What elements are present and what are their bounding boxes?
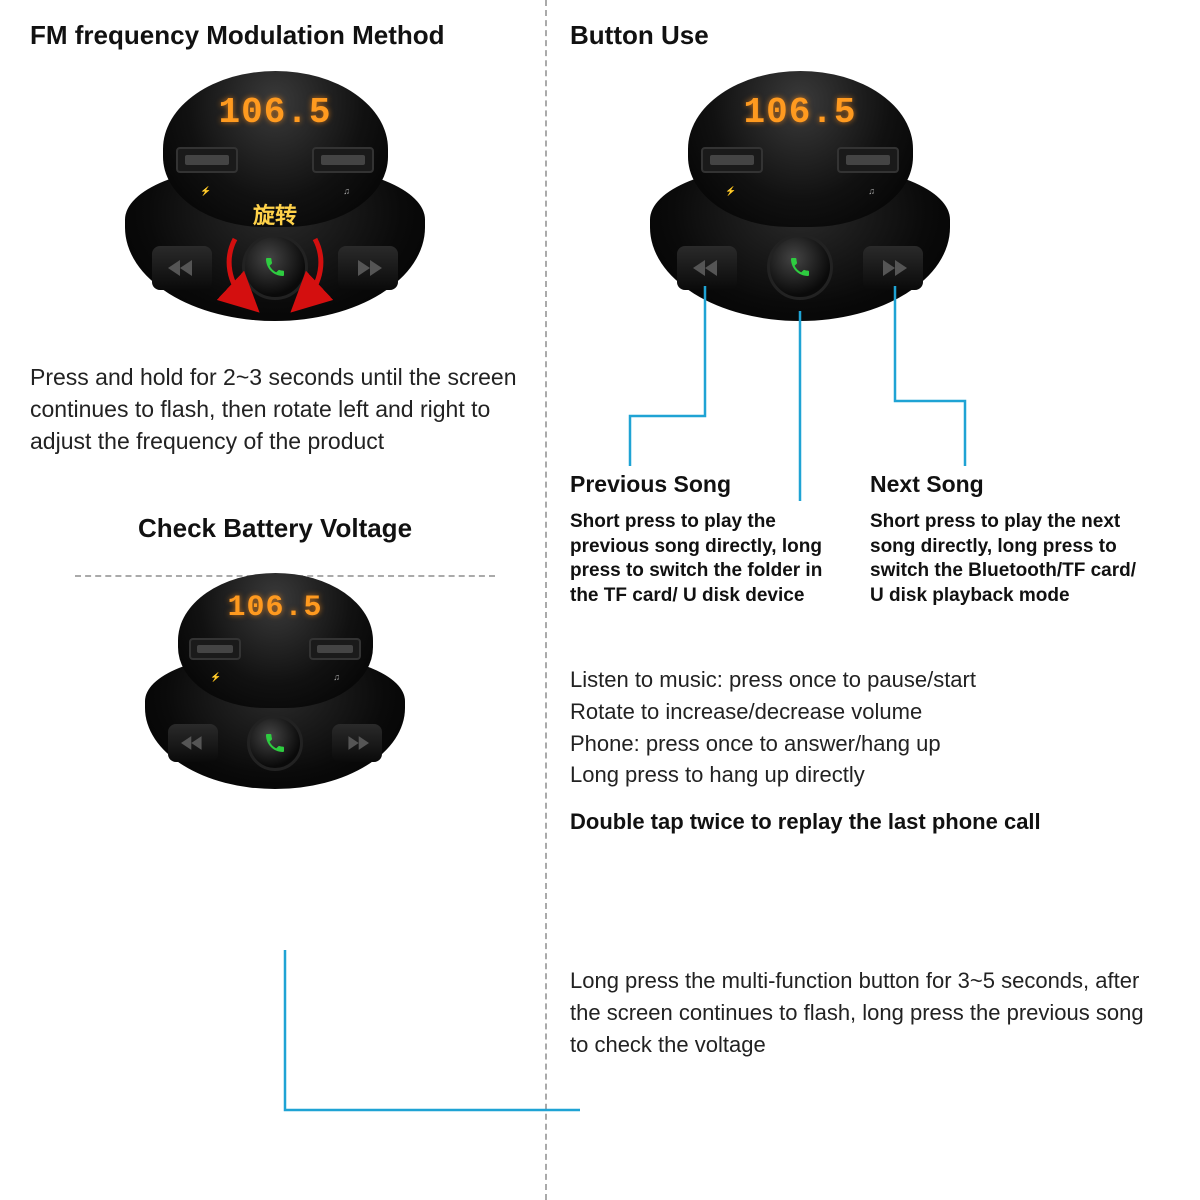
usb-port-right: [309, 638, 361, 660]
previous-song-title: Previous Song: [570, 471, 840, 498]
frequency-display: 106.5: [227, 591, 322, 625]
phone-icon: [788, 255, 812, 279]
phone-icon: [263, 255, 287, 279]
fm-device-illustration: 106.5 ⚡ ♫ 旋转: [125, 61, 425, 321]
next-song-block: Next Song Short press to play the next s…: [870, 471, 1140, 609]
lightning-icon: ⚡: [200, 186, 211, 197]
prev-next-row: Previous Song Short press to play the pr…: [570, 471, 1160, 609]
device-body: 106.5 ⚡ ♫: [650, 61, 950, 321]
button-device-illustration: 106.5 ⚡ ♫: [650, 61, 950, 321]
center-line-2: Rotate to increase/decrease volume: [570, 696, 1160, 728]
center-knob: [767, 234, 833, 300]
device-body: 106.5 ⚡ ♫: [145, 564, 405, 789]
page-root: FM frequency Modulation Method 106.5 ⚡ ♫: [0, 0, 1200, 1200]
frequency-display: 106.5: [743, 92, 856, 133]
prev-button-icon: [168, 724, 218, 762]
center-line-4: Long press to hang up directly: [570, 759, 1160, 791]
usb-port-left: [189, 638, 241, 660]
button-use-title: Button Use: [570, 20, 1160, 51]
battery-description: Long press the multi-function button for…: [570, 965, 1160, 1061]
music-note-icon: ♫: [343, 186, 350, 196]
battery-title: Check Battery Voltage: [30, 513, 520, 544]
phone-icon: [263, 731, 287, 755]
usb-port-left: [701, 147, 763, 173]
lightning-icon: ⚡: [210, 672, 221, 683]
next-button-icon: [338, 246, 398, 290]
fm-title: FM frequency Modulation Method: [30, 20, 520, 51]
right-column: Button Use 106.5 ⚡ ♫: [540, 0, 1180, 1200]
next-song-desc: Short press to play the next song direct…: [870, 510, 1140, 609]
rotate-label: 旋转: [253, 198, 297, 230]
battery-device-illustration: 106.5 ⚡ ♫: [145, 564, 405, 789]
center-knob: [242, 234, 308, 300]
lightning-icon: ⚡: [725, 186, 736, 197]
prev-button-icon: [677, 246, 737, 290]
center-line-1: Listen to music: press once to pause/sta…: [570, 664, 1160, 696]
left-column: FM frequency Modulation Method 106.5 ⚡ ♫: [0, 0, 540, 1200]
usb-port-right: [837, 147, 899, 173]
next-button-icon: [332, 724, 382, 762]
prev-button-icon: [152, 246, 212, 290]
fm-description: Press and hold for 2~3 seconds until the…: [30, 361, 520, 458]
music-note-icon: ♫: [333, 672, 340, 682]
music-note-icon: ♫: [868, 186, 875, 196]
usb-port-right: [312, 147, 374, 173]
previous-song-block: Previous Song Short press to play the pr…: [570, 471, 840, 609]
usb-port-left: [176, 147, 238, 173]
next-song-title: Next Song: [870, 471, 1140, 498]
next-button-icon: [863, 246, 923, 290]
device-body: 106.5 ⚡ ♫ 旋转: [125, 61, 425, 321]
center-knob: [247, 715, 303, 771]
center-knob-description: Listen to music: press once to pause/sta…: [570, 664, 1160, 792]
frequency-display: 106.5: [218, 92, 331, 133]
center-line-3: Phone: press once to answer/hang up: [570, 728, 1160, 760]
center-bold-line: Double tap twice to replay the last phon…: [570, 809, 1160, 835]
previous-song-desc: Short press to play the previous song di…: [570, 510, 840, 609]
